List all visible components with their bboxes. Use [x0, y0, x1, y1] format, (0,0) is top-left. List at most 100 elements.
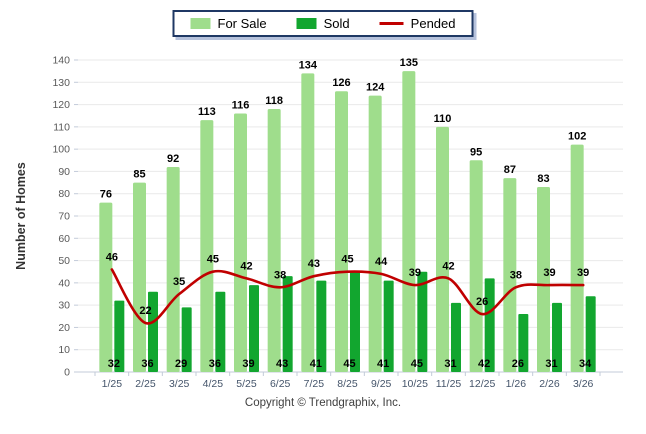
for-sale-bar[interactable] [402, 71, 416, 373]
pended-value-label: 45 [207, 254, 219, 266]
sold-bar[interactable] [585, 296, 596, 372]
pended-value-label: 44 [375, 256, 388, 268]
sold-value-label: 42 [478, 358, 490, 370]
x-tick-label: 8/25 [337, 378, 358, 390]
for-sale-value-label: 92 [167, 153, 179, 165]
sold-bar[interactable] [249, 285, 259, 372]
for-sale-value-label: 116 [232, 99, 250, 111]
sold-value-label: 26 [512, 358, 524, 370]
sold-bar[interactable] [181, 307, 192, 372]
pended-value-label: 42 [240, 260, 252, 272]
sold-value-label: 45 [343, 358, 355, 370]
for-sale-bar[interactable] [99, 202, 113, 372]
for-sale-bar[interactable] [234, 113, 247, 372]
pended-value-label: 22 [139, 305, 151, 317]
for-sale-swatch-icon [190, 18, 211, 29]
y-tick-label: 100 [52, 144, 70, 156]
y-tick-label: 30 [58, 300, 70, 312]
for-sale-value-label: 83 [537, 173, 549, 185]
pended-value-label: 39 [577, 267, 589, 279]
x-tick-label: 2/25 [135, 378, 156, 390]
for-sale-bar[interactable] [368, 95, 382, 373]
for-sale-value-label: 110 [434, 113, 452, 125]
for-sale-bar[interactable] [133, 182, 146, 372]
x-tick-label: 12/25 [469, 378, 495, 390]
sold-bar[interactable] [215, 291, 226, 372]
x-tick-label: 3/25 [169, 378, 190, 390]
for-sale-bar[interactable] [469, 160, 483, 372]
sold-bar[interactable] [114, 300, 125, 372]
pended-value-label: 42 [442, 260, 454, 272]
x-tick-label: 4/25 [203, 378, 224, 390]
for-sale-bar[interactable] [537, 187, 550, 372]
y-tick-label: 70 [58, 211, 70, 223]
sold-bar[interactable] [350, 271, 360, 372]
sold-value-label: 36 [141, 358, 153, 370]
sold-value-label: 31 [545, 358, 557, 370]
legend-label-sold: Sold [323, 16, 350, 31]
sold-value-label: 32 [108, 358, 120, 370]
pended-value-label: 26 [476, 296, 488, 308]
sold-bar[interactable] [518, 314, 529, 372]
for-sale-value-label: 85 [133, 169, 145, 181]
sold-value-label: 34 [579, 358, 592, 370]
y-tick-label: 90 [58, 166, 70, 178]
x-tick-label: 1/26 [506, 378, 527, 390]
sold-bar[interactable] [383, 280, 394, 372]
y-tick-label: 0 [64, 367, 70, 379]
y-tick-label: 50 [58, 255, 70, 267]
sold-value-label: 43 [276, 358, 288, 370]
for-sale-value-label: 87 [504, 164, 516, 176]
legend-item-for-sale[interactable]: For Sale [190, 16, 267, 31]
y-axis-title: Number of Homes [14, 162, 28, 270]
for-sale-value-label: 76 [100, 189, 112, 201]
sold-bar[interactable] [417, 271, 428, 372]
x-tick-label: 1/25 [102, 378, 123, 390]
legend-label-for-sale: For Sale [217, 16, 267, 31]
sold-bar[interactable] [552, 302, 562, 372]
sold-bar[interactable] [484, 278, 495, 372]
for-sale-value-label: 126 [332, 77, 350, 89]
sold-bar[interactable] [316, 280, 327, 372]
y-tick-label: 20 [58, 322, 70, 334]
sold-value-label: 29 [175, 358, 187, 370]
y-tick-label: 80 [58, 188, 70, 200]
for-sale-bar[interactable] [503, 178, 517, 372]
pended-line-swatch-icon [379, 22, 404, 25]
for-sale-bar[interactable] [166, 166, 180, 372]
pended-value-label: 45 [341, 254, 353, 266]
sold-bar[interactable] [282, 276, 293, 372]
x-tick-label: 7/25 [304, 378, 325, 390]
sold-value-label: 39 [242, 358, 254, 370]
for-sale-bar[interactable] [570, 144, 584, 372]
pended-value-label: 46 [106, 251, 118, 263]
pended-value-label: 38 [510, 269, 522, 281]
y-tick-label: 60 [58, 233, 70, 245]
x-tick-label: 11/25 [436, 378, 462, 390]
for-sale-value-label: 118 [265, 95, 283, 107]
y-tick-label: 10 [58, 344, 70, 356]
for-sale-value-label: 124 [366, 82, 385, 94]
pended-line[interactable] [110, 268, 585, 325]
pended-value-label: 43 [308, 258, 320, 270]
sold-swatch-icon [296, 18, 317, 29]
y-tick-label: 140 [52, 55, 70, 67]
for-sale-bar[interactable] [200, 120, 214, 373]
x-tick-label: 6/25 [270, 378, 291, 390]
legend-item-sold[interactable]: Sold [296, 16, 350, 31]
sold-bar[interactable] [451, 302, 461, 372]
for-sale-bar[interactable] [436, 126, 449, 372]
sold-bar[interactable] [148, 291, 158, 372]
for-sale-bar[interactable] [335, 91, 348, 372]
for-sale-value-label: 113 [198, 106, 216, 118]
for-sale-bar[interactable] [301, 73, 315, 372]
for-sale-value-label: 134 [299, 59, 318, 71]
legend-item-pended[interactable]: Pended [379, 17, 456, 30]
pended-value-label: 35 [173, 276, 185, 288]
sold-value-label: 41 [377, 358, 389, 370]
y-tick-label: 40 [58, 277, 70, 289]
for-sale-bar[interactable] [267, 109, 281, 373]
for-sale-value-label: 95 [470, 146, 482, 158]
y-tick-label: 130 [52, 77, 70, 89]
